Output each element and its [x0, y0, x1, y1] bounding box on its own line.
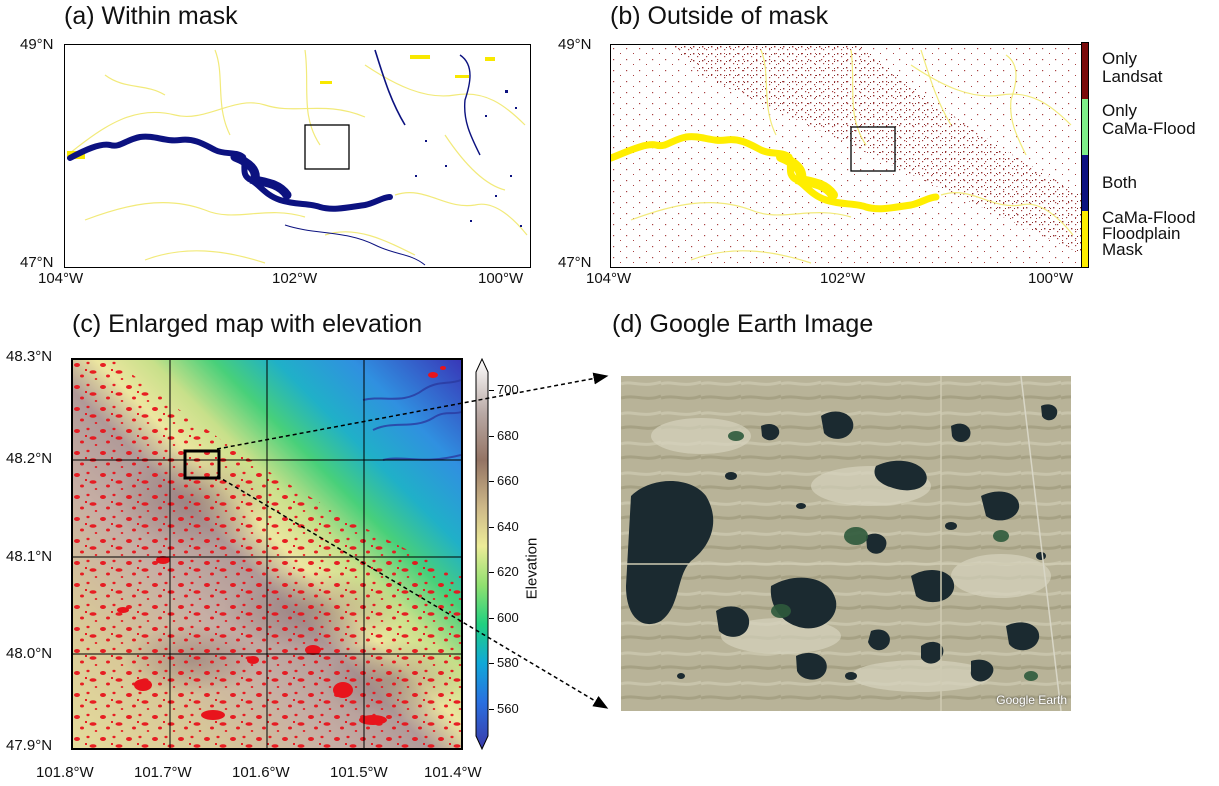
panel-b-lat-label-bottom: 47°N	[558, 254, 592, 271]
panel-b-lon-label-102: 102°W	[820, 270, 866, 287]
elevation-colorbar-tick-mark	[489, 708, 494, 710]
category-colorbar-segment	[1082, 99, 1088, 155]
panel-b-map	[610, 44, 1082, 268]
panel-a-river-south	[284, 224, 426, 266]
panel-c-inset-box	[183, 449, 221, 480]
panel-c-lon-label-101-6: 101.6°W	[232, 764, 290, 781]
category-colorbar-segment	[1082, 43, 1088, 99]
panel-b-floodplain-streams	[630, 49, 1074, 264]
panel-c-lat-label-48-2: 48.2°N	[6, 450, 53, 467]
panel-d-vegetated-wetlands	[728, 431, 1038, 681]
panel-a-lon-label-104: 104°W	[38, 270, 84, 287]
legend-only-camaflood: Only CaMa-Flood	[1102, 101, 1196, 138]
panel-b-lon-label-100: 100°W	[1028, 270, 1074, 287]
panel-d-google-earth-watermark: Google Earth	[996, 693, 1067, 707]
panel-c-large-ponds	[117, 366, 446, 725]
panel-c-title: (c) Enlarged map with elevation	[72, 310, 423, 338]
category-colorbar-segment	[1082, 155, 1088, 211]
panel-c-lon-label-101-5: 101.5°W	[330, 764, 388, 781]
legend-both: Both	[1102, 173, 1137, 192]
elevation-colorbar-tick-label: 680	[497, 427, 519, 443]
connector-arrow-bottom	[216, 475, 609, 709]
panel-a-river-north	[374, 49, 406, 126]
category-legend-labels: Only Landsat Only CaMa-Flood Both CaMa-Flo…	[1102, 42, 1218, 268]
panel-c-lon-label-101-7: 101.7°W	[134, 764, 192, 781]
panel-c-lat-label-48-1: 48.1°N	[6, 548, 53, 565]
panel-b-inset-box	[850, 126, 896, 172]
panel-b-floodplain-reservoir-arm	[776, 152, 838, 200]
panel-a-lon-label-100: 100°W	[478, 270, 524, 287]
legend-only-landsat: Only Landsat	[1102, 49, 1163, 86]
panel-b-only-landsat-band	[671, 45, 1081, 255]
panel-a-reservoir-arm	[230, 152, 292, 200]
panel-c-lat-label-48-0: 48.0°N	[6, 645, 53, 662]
elevation-colorbar-tick-label: 600	[497, 609, 519, 625]
panel-a-floodplain-streams	[69, 49, 528, 264]
panel-c-lon-label-101-4: 101.4°W	[424, 764, 482, 781]
panel-c-graticule	[73, 360, 461, 748]
panel-a-lat-label-bottom: 47°N	[20, 254, 54, 271]
connector-arrow-top	[216, 372, 609, 450]
elevation-colorbar-tick-label: 620	[497, 564, 519, 580]
panel-a-title: (a) Within mask	[64, 2, 238, 30]
category-colorbar	[1081, 42, 1089, 268]
elevation-colorbar-tick-label: 580	[497, 655, 519, 671]
panel-a-river-east	[459, 54, 481, 156]
panel-b-lon-label-104: 104°W	[586, 270, 632, 287]
elevation-colorbar-tick-label: 640	[497, 518, 519, 534]
panel-c-lon-label-101-8: 101.8°W	[36, 764, 94, 781]
elevation-colorbar	[475, 358, 489, 750]
panel-d-title: (d) Google Earth Image	[612, 310, 874, 338]
panel-a-lat-label-top: 49°N	[20, 36, 54, 53]
elevation-colorbar-tick-mark	[489, 390, 494, 392]
elevation-colorbar-tick-mark	[489, 617, 494, 619]
panel-c-drainage-channels	[362, 379, 461, 461]
elevation-colorbar-tick-mark	[489, 481, 494, 483]
panel-d-satellite-image: Google Earth	[621, 376, 1071, 711]
elevation-colorbar-tick-mark	[489, 663, 494, 665]
panel-a-map	[64, 44, 531, 268]
panel-a-inset-box	[304, 124, 350, 170]
elevation-colorbar-tick-label: 560	[497, 700, 519, 716]
elevation-colorbar-tick-mark	[489, 435, 494, 437]
panel-c-elevation-map	[71, 358, 463, 750]
category-colorbar-segment	[1082, 211, 1088, 267]
panel-c-lat-label-48-3: 48.3°N	[6, 348, 53, 365]
elevation-colorbar-tick-label: 660	[497, 473, 519, 489]
panel-a-both-specks	[415, 90, 522, 227]
elevation-colorbar-tick-mark	[489, 526, 494, 528]
elevation-colorbar-tick-mark	[489, 572, 494, 574]
panel-c-lat-label-47-9: 47.9°N	[6, 737, 53, 754]
elevation-colorbar-ticks: 700 680 660 640 620 600 580 560	[489, 358, 529, 750]
panel-b-title: (b) Outside of mask	[610, 2, 829, 30]
legend-floodplain-mask: CaMa-Flood Floodplain Mask	[1102, 208, 1196, 259]
panel-b-lat-label-top: 49°N	[558, 36, 592, 53]
panel-a-lon-label-102: 102°W	[272, 270, 318, 287]
